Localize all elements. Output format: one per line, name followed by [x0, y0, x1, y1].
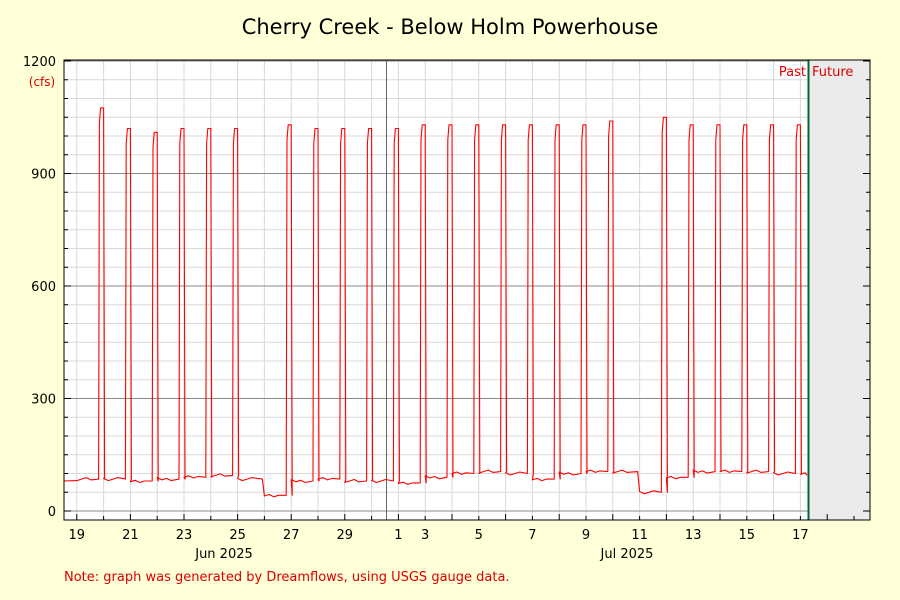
x-tick-label: 3 [421, 528, 429, 543]
x-tick-label: 29 [337, 528, 354, 543]
y-tick-label: 1200 [23, 55, 56, 70]
y-tick-label: 300 [31, 393, 56, 408]
x-tick-label: 11 [631, 528, 648, 543]
x-tick-label: 25 [229, 528, 246, 543]
x-tick-label: 17 [792, 528, 809, 543]
chart-title: Cherry Creek - Below Holm Powerhouse [242, 15, 659, 39]
past-label: Past [779, 65, 806, 80]
x-tick-label: 19 [69, 528, 86, 543]
x-tick-label: 7 [528, 528, 536, 543]
plot-frame [63, 59, 871, 521]
plot-area [64, 60, 870, 520]
month-label: Jul 2025 [600, 547, 654, 562]
x-tick-label: 5 [475, 528, 483, 543]
footnote: Note: graph was generated by Dreamflows,… [64, 570, 510, 585]
x-tick-label: 27 [283, 528, 300, 543]
flow-series-line [63, 107, 808, 498]
month-label: Jun 2025 [194, 547, 253, 562]
y-tick-label: 600 [31, 280, 56, 295]
future-label: Future [812, 65, 853, 80]
y-tick-label: 0 [48, 505, 56, 520]
y-axis-units: (cfs) [29, 75, 55, 89]
x-tick-label: 13 [685, 528, 702, 543]
future-shade [808, 60, 870, 520]
x-tick-label: 9 [582, 528, 590, 543]
x-tick-label: 21 [122, 528, 139, 543]
x-tick-label: 1 [394, 528, 402, 543]
y-tick-label: 900 [31, 168, 56, 183]
x-tick-label: 15 [739, 528, 756, 543]
x-tick-label: 23 [176, 528, 193, 543]
